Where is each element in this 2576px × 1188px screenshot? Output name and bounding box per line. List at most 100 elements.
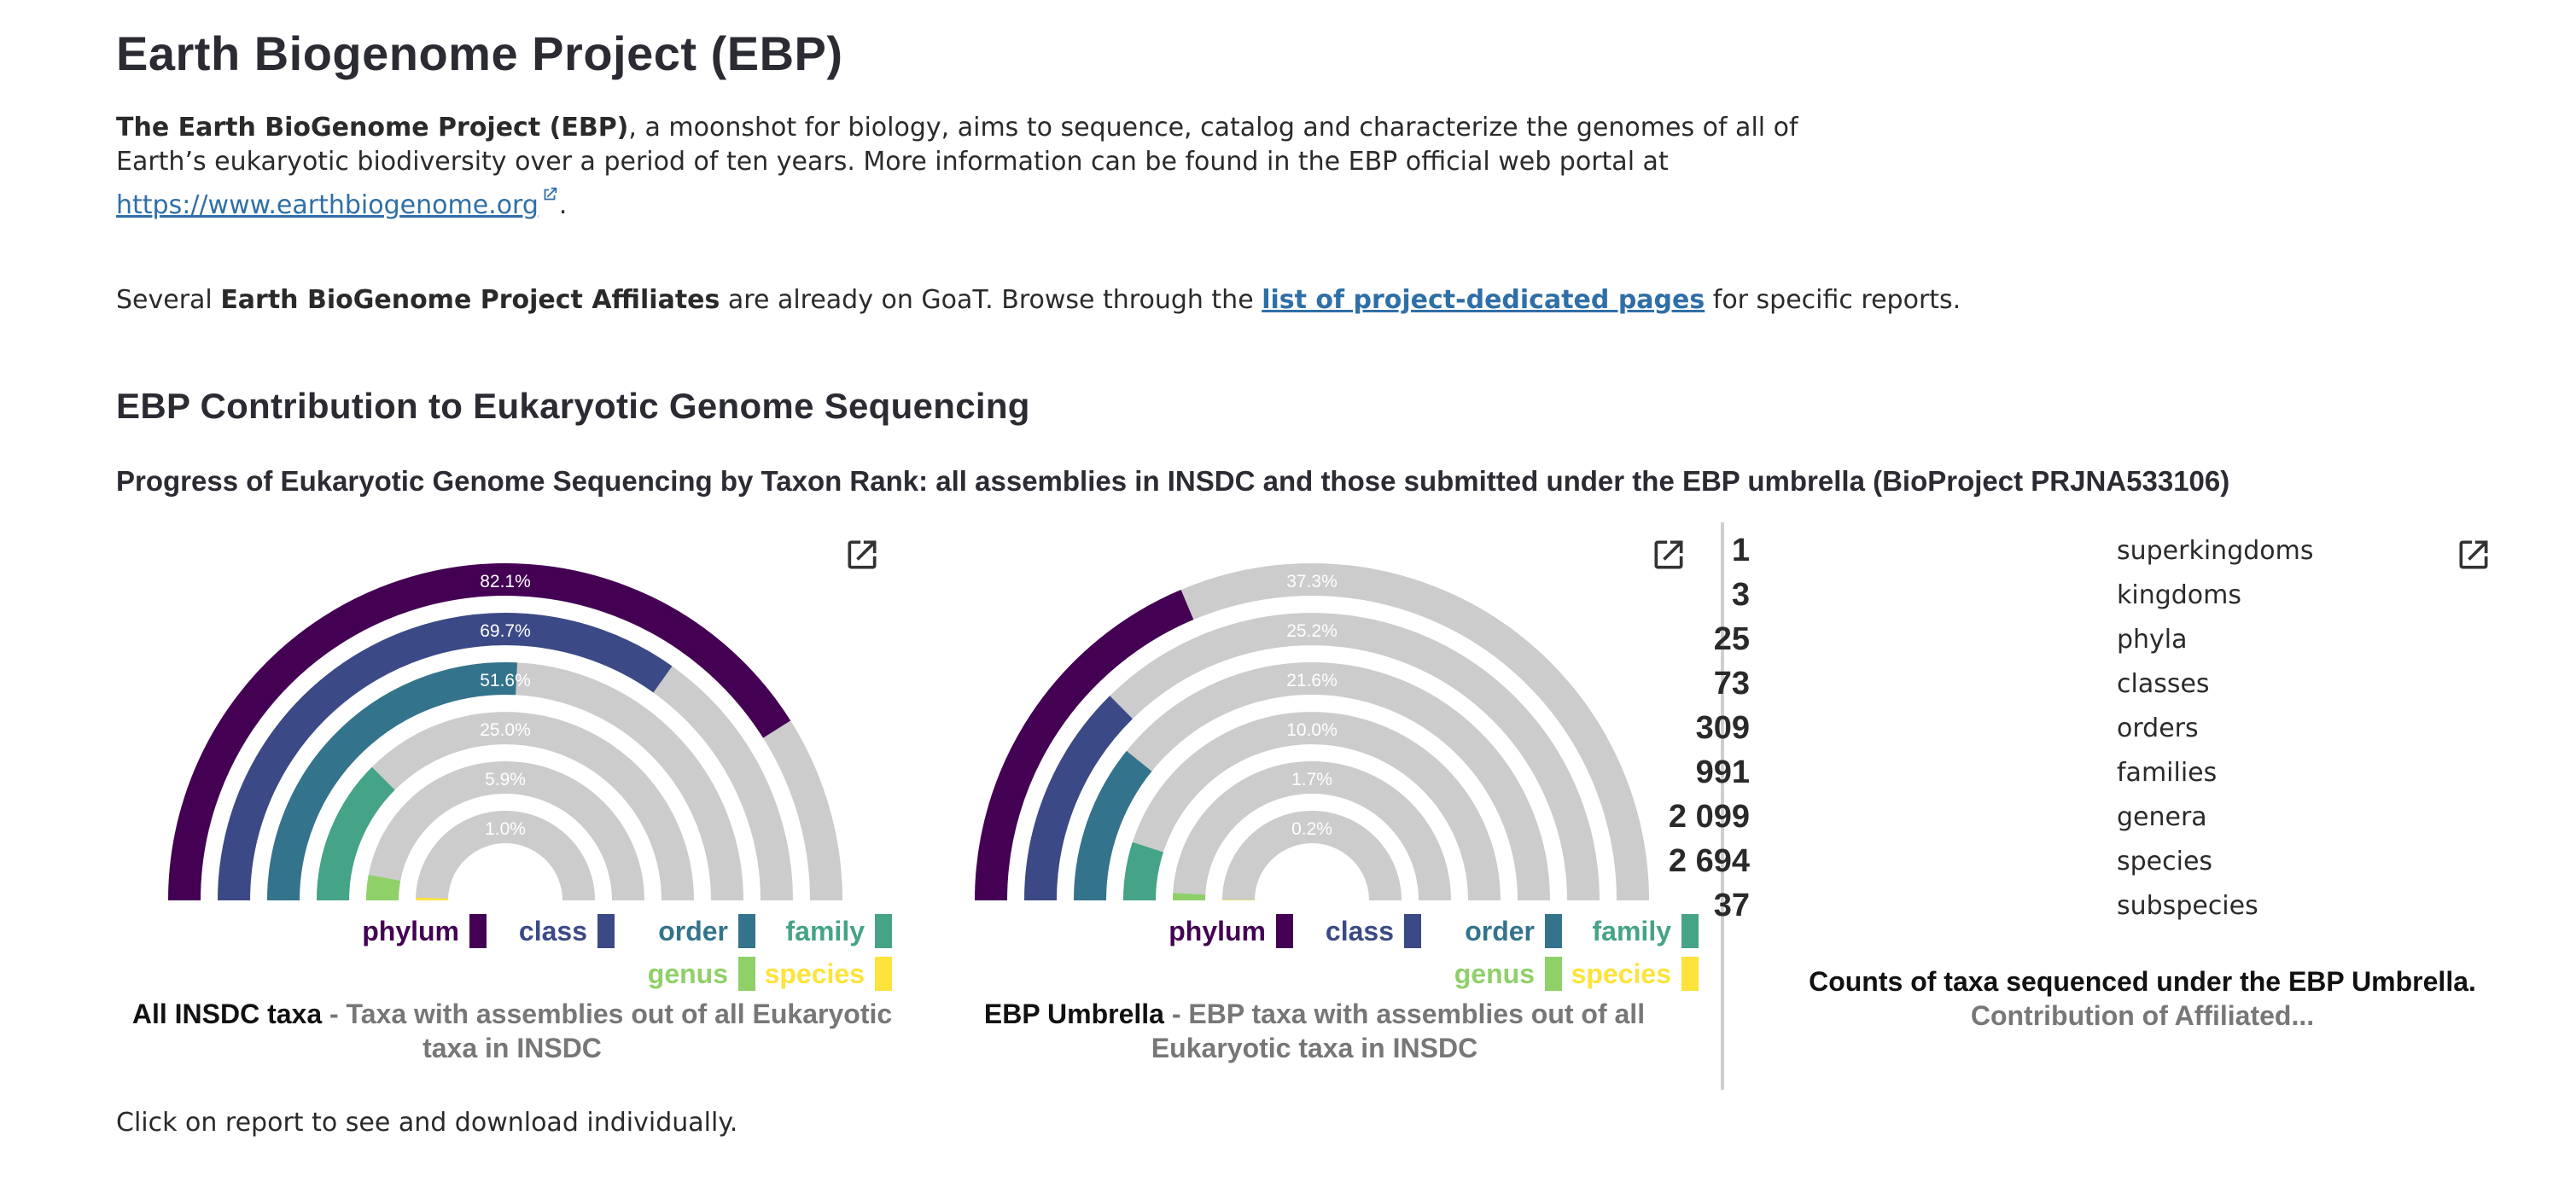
- open-in-new-icon[interactable]: [843, 536, 881, 574]
- legend-label-species: species: [1571, 958, 1671, 989]
- count-number: 25: [1713, 621, 1750, 657]
- arc-bar-class: [1024, 696, 1134, 901]
- arc-bar-phylum: [975, 590, 1194, 901]
- legend-swatch-class: [1404, 914, 1421, 948]
- ebp-umbrella-report[interactable]: 37.3% 25.2% 21.6% 10.0% 1.7% 0.2%: [935, 546, 1703, 913]
- affiliates-bold: Earth BioGenome Project Affiliates: [220, 285, 720, 315]
- count-label: orders: [2117, 713, 2199, 743]
- insdc-legend: phylum class order family genus species: [128, 909, 896, 1003]
- count-number: 3: [1731, 577, 1750, 613]
- arc-bar-family: [317, 766, 395, 901]
- chart-subtitle: Progress of Eukaryotic Genome Sequencing…: [116, 465, 2230, 497]
- legend-label-family: family: [1592, 915, 1671, 946]
- insdc-radial-chart: 82.1% 69.7% 51.6% 25.0% 5.9% 1.0%: [168, 563, 842, 901]
- insdc-report[interactable]: 82.1% 69.7% 51.6% 25.0% 5.9% 1.0%: [128, 546, 896, 913]
- legend-label-genus: genus: [647, 958, 728, 989]
- arc-bar-order: [1074, 750, 1152, 901]
- legend-swatch-family: [875, 914, 892, 948]
- open-in-new-icon[interactable]: [1650, 536, 1687, 574]
- legend-item-phylum: phylum: [1169, 914, 1293, 948]
- count-label: subspecies: [2117, 891, 2258, 921]
- legend-item-family: family: [1593, 914, 1699, 948]
- panel-divider: [1721, 522, 1724, 1090]
- legend-swatch-phylum: [469, 914, 487, 948]
- arc-label-class: 69.7%: [480, 621, 531, 641]
- legend-label-order: order: [658, 915, 728, 946]
- intro-end: .: [558, 190, 568, 220]
- legend-item-genus: genus: [1454, 957, 1562, 991]
- intro-bold-lead: The Earth BioGenome Project (EBP): [116, 113, 629, 143]
- count-label: genera: [2117, 802, 2207, 832]
- external-link-icon: [540, 179, 559, 213]
- arc-label-family: 10.0%: [1286, 720, 1338, 740]
- legend-label-class: class: [1325, 915, 1394, 946]
- legend-item-genus: genus: [648, 957, 755, 991]
- affiliates-mid: are already on GoaT. Browse through the: [720, 285, 1262, 315]
- legend-label-family: family: [785, 915, 865, 946]
- affiliates-post: for specific reports.: [1705, 285, 1961, 315]
- legend-item-phylum: phylum: [362, 914, 487, 948]
- arc-bar-phylum: [168, 563, 791, 901]
- arc-track-genus: [1173, 761, 1451, 901]
- project-pages-link[interactable]: list of project-dedicated pages: [1262, 285, 1705, 315]
- ebp-caption: EBP Umbrella - EBP taxa with assemblies …: [965, 997, 1664, 1065]
- arc-track-family: [1123, 712, 1501, 901]
- count-number: 2 694: [1668, 843, 1750, 879]
- arc-label-phylum: 82.1%: [480, 572, 531, 591]
- ebp-caption-bold: EBP Umbrella: [983, 999, 1164, 1029]
- intro-text: , a moonshot for biology, aims to sequen…: [116, 113, 1798, 177]
- ebp-legend: phylum class order family genus species: [935, 909, 1703, 1003]
- legend-swatch-family: [1681, 914, 1699, 948]
- arc-label-genus: 5.9%: [485, 770, 526, 789]
- arc-label-class: 25.2%: [1286, 621, 1338, 641]
- legend-label-phylum: phylum: [1169, 915, 1266, 946]
- legend-swatch-genus: [738, 957, 755, 991]
- section-title: EBP Contribution to Eukaryotic Genome Se…: [116, 386, 1030, 426]
- intro-paragraph: The Earth BioGenome Project (EBP), a moo…: [116, 111, 1823, 223]
- arc-track-species: [416, 811, 595, 901]
- open-in-new-icon[interactable]: [2455, 536, 2492, 574]
- arc-label-family: 25.0%: [480, 720, 531, 740]
- legend-item-class: class: [519, 914, 615, 948]
- count-label: superkingdoms: [2117, 536, 2314, 566]
- legend-label-phylum: phylum: [362, 915, 459, 946]
- insdc-caption: All INSDC taxa - Taxa with assemblies ou…: [128, 997, 896, 1065]
- arc-bar-class: [218, 613, 673, 901]
- legend-item-class: class: [1326, 914, 1421, 948]
- legend-swatch-species: [875, 957, 892, 991]
- counts-caption: Counts of taxa sequenced under the EBP U…: [1758, 964, 2526, 1033]
- legend-swatch-order: [1545, 914, 1562, 948]
- counts-caption-bold: Counts of taxa sequenced under the EBP U…: [1809, 966, 2476, 997]
- arc-label-species: 0.2%: [1291, 819, 1332, 839]
- arc-label-genus: 1.7%: [1291, 770, 1332, 789]
- counts-caption-sub: Contribution of Affiliated...: [1970, 1000, 2315, 1031]
- ebp-portal-link[interactable]: https://www.earthbiogenome.org: [116, 190, 539, 220]
- count-number: 309: [1695, 710, 1750, 746]
- arc-label-species: 1.0%: [485, 819, 526, 839]
- legend-swatch-order: [738, 914, 755, 948]
- legend-swatch-class: [597, 914, 615, 948]
- footer-note: Click on report to see and download indi…: [116, 1108, 738, 1138]
- arc-label-order: 21.6%: [1286, 671, 1338, 690]
- count-label: species: [2117, 847, 2213, 876]
- count-label: classes: [2117, 669, 2210, 699]
- count-number: 2 099: [1668, 799, 1750, 835]
- legend-item-family: family: [786, 914, 892, 948]
- arc-track-genus: [366, 761, 644, 901]
- ebp-caption-rest: - EBP taxa with assemblies out of all Eu…: [1151, 999, 1646, 1063]
- legend-label-species: species: [764, 958, 865, 989]
- legend-swatch-phylum: [1276, 914, 1293, 948]
- count-label: kingdoms: [2117, 580, 2242, 610]
- affiliates-paragraph: Several Earth BioGenome Project Affiliat…: [116, 283, 1994, 317]
- legend-item-order: order: [1465, 914, 1562, 948]
- legend-label-class: class: [518, 915, 587, 946]
- insdc-caption-rest: - Taxa with assemblies out of all Eukary…: [322, 999, 893, 1063]
- legend-label-genus: genus: [1454, 958, 1535, 989]
- count-label: families: [2117, 758, 2218, 788]
- legend-label-order: order: [1465, 915, 1535, 946]
- arc-label-order: 51.6%: [480, 671, 531, 690]
- legend-item-order: order: [658, 914, 755, 948]
- page-title: Earth Biogenome Project (EBP): [116, 26, 843, 80]
- insdc-caption-bold: All INSDC taxa: [131, 999, 323, 1029]
- arc-label-phylum: 37.3%: [1286, 572, 1338, 591]
